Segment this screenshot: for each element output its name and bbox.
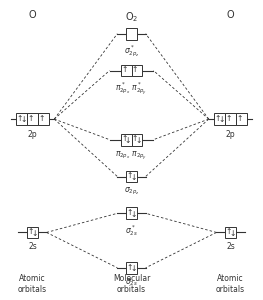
Text: ↑: ↑ [38,114,44,123]
Text: ↓: ↓ [130,264,137,273]
Text: ↑: ↑ [215,114,221,123]
Text: ↓: ↓ [229,229,236,238]
Text: Atomic
orbitals: Atomic orbitals [216,274,245,294]
Text: ↓: ↓ [130,173,137,182]
Text: $\sigma_{2p_z}$: $\sigma_{2p_z}$ [124,186,139,197]
Text: ↑: ↑ [121,134,127,143]
Text: ↓: ↓ [136,136,142,145]
Bar [126,28,137,40]
Text: ↓: ↓ [31,229,38,238]
Text: ↑: ↑ [121,65,127,74]
Text: $\pi^*_{2p_x}\ \pi^*_{2p_y}$: $\pi^*_{2p_x}\ \pi^*_{2p_y}$ [115,80,148,97]
Bar [225,113,236,125]
Text: ↑: ↑ [225,114,232,123]
Text: ↑: ↑ [27,227,34,236]
Bar [214,113,225,125]
Bar [27,113,38,125]
Text: O: O [227,10,234,20]
Text: ↑: ↑ [16,114,23,123]
Text: ↑: ↑ [126,208,133,217]
Text: $\pi_{2p_x}\ \pi_{2p_y}$: $\pi_{2p_x}\ \pi_{2p_y}$ [115,149,148,162]
Text: $\sigma^*_{2s}$: $\sigma^*_{2s}$ [125,223,138,238]
Bar [132,64,142,76]
Bar [121,134,132,146]
Text: ↑: ↑ [132,65,138,74]
Bar [126,262,137,274]
Bar [126,171,137,182]
Text: ↓: ↓ [20,115,27,124]
Bar [126,207,137,219]
Text: ↑: ↑ [236,114,243,123]
Text: 2s: 2s [28,242,37,251]
Text: ↑: ↑ [126,171,133,180]
Text: O$_2$: O$_2$ [125,10,138,24]
Text: $\sigma^*_{2p_z}$: $\sigma^*_{2p_z}$ [124,44,139,59]
Text: Atomic
orbitals: Atomic orbitals [18,274,47,294]
Bar [16,113,27,125]
Text: ↓: ↓ [125,136,131,145]
Text: 2p: 2p [226,130,235,139]
Text: ↑: ↑ [27,114,34,123]
Text: Molecular
orbitals: Molecular orbitals [113,274,150,294]
Text: 2s: 2s [226,242,235,251]
Bar [38,113,49,125]
Bar [236,113,247,125]
Text: ↑: ↑ [126,262,133,272]
Bar [27,226,38,238]
Text: $\sigma_{2s}$: $\sigma_{2s}$ [125,278,138,288]
Text: O: O [29,10,36,20]
Text: ↑: ↑ [225,227,232,236]
Bar [132,134,142,146]
Bar [121,64,132,76]
Text: ↑: ↑ [132,134,138,143]
Text: ↓: ↓ [130,209,137,218]
Text: 2p: 2p [28,130,37,139]
Text: ↓: ↓ [219,115,225,124]
Bar [225,226,236,238]
